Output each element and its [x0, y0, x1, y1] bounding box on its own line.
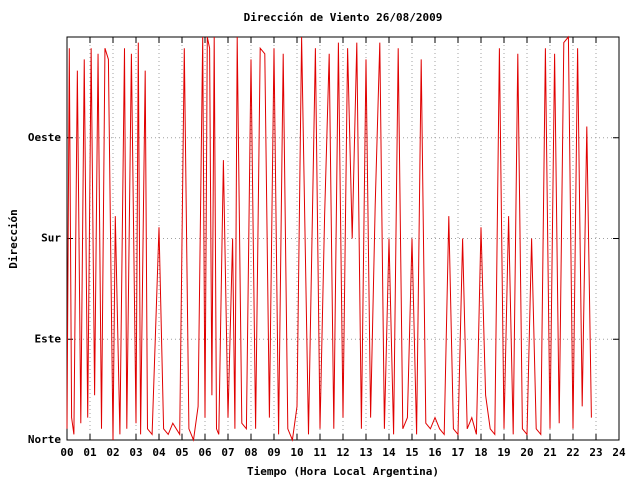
y-tick-label: Norte: [28, 433, 61, 446]
x-tick-label: 03: [129, 446, 142, 459]
y-axis-label: Dirección: [7, 209, 20, 269]
x-tick-label: 13: [359, 446, 372, 459]
x-tick-label: 19: [497, 446, 510, 459]
x-tick-label: 11: [313, 446, 327, 459]
x-tick-label: 24: [612, 446, 626, 459]
y-tick-label: Sur: [41, 232, 61, 245]
data-line: [66, 35, 592, 442]
x-tick-label: 17: [451, 446, 464, 459]
x-tick-label: 14: [382, 446, 396, 459]
chart-title: Dirección de Viento 26/08/2009: [244, 11, 443, 24]
x-tick-label: 20: [520, 446, 533, 459]
y-tick-label: Oeste: [28, 131, 61, 144]
x-tick-label: 02: [106, 446, 119, 459]
x-axis-label: Tiempo (Hora Local Argentina): [247, 465, 439, 478]
x-tick-label: 23: [589, 446, 602, 459]
x-tick-label: 16: [428, 446, 442, 459]
x-tick-label: 04: [152, 446, 166, 459]
x-tick-label: 00: [60, 446, 73, 459]
y-tick-label: Este: [35, 332, 62, 345]
x-tick-label: 09: [267, 446, 280, 459]
x-tick-label: 06: [198, 446, 212, 459]
plot-frame: [66, 36, 620, 441]
x-tick-label: 08: [244, 446, 257, 459]
x-tick-label: 12: [336, 446, 349, 459]
x-tick-label: 01: [83, 446, 97, 459]
x-tick-label: 15: [405, 446, 418, 459]
x-tick-label: 10: [290, 446, 303, 459]
x-tick-label: 21: [543, 446, 557, 459]
x-tick-label: 22: [566, 446, 579, 459]
x-tick-label: 18: [474, 446, 487, 459]
x-tick-label: 05: [175, 446, 188, 459]
x-tick-label: 07: [221, 446, 234, 459]
